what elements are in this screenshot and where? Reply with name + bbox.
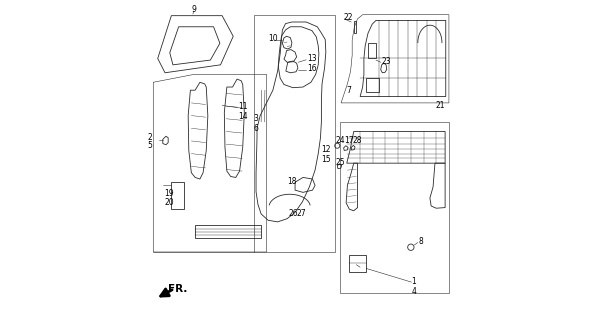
Text: 7: 7 bbox=[347, 86, 351, 95]
Text: 8: 8 bbox=[418, 237, 423, 246]
Text: 22: 22 bbox=[344, 13, 353, 22]
Text: 12: 12 bbox=[321, 145, 331, 154]
Text: 3: 3 bbox=[254, 114, 259, 123]
Text: 19: 19 bbox=[164, 189, 174, 198]
Text: 14: 14 bbox=[238, 112, 248, 121]
Text: 26: 26 bbox=[288, 209, 298, 219]
Text: 2: 2 bbox=[148, 133, 152, 142]
Text: 1: 1 bbox=[411, 277, 416, 286]
Text: 20: 20 bbox=[164, 198, 174, 207]
Text: 6: 6 bbox=[254, 124, 259, 133]
Text: 9: 9 bbox=[191, 5, 196, 14]
Text: 4: 4 bbox=[411, 287, 416, 296]
Text: 25: 25 bbox=[336, 158, 345, 167]
Text: 28: 28 bbox=[353, 135, 362, 145]
Text: 27: 27 bbox=[297, 209, 306, 219]
Text: 24: 24 bbox=[336, 135, 345, 145]
Text: 5: 5 bbox=[148, 141, 153, 150]
Text: 15: 15 bbox=[321, 155, 331, 164]
Text: 13: 13 bbox=[307, 54, 316, 63]
Text: FR.: FR. bbox=[168, 284, 187, 294]
Text: 10: 10 bbox=[268, 34, 278, 43]
Text: 11: 11 bbox=[238, 102, 248, 111]
Text: 23: 23 bbox=[381, 57, 391, 66]
Text: 18: 18 bbox=[287, 177, 297, 186]
Text: 21: 21 bbox=[435, 101, 445, 110]
Text: 16: 16 bbox=[307, 64, 316, 73]
Text: 17: 17 bbox=[344, 135, 354, 145]
